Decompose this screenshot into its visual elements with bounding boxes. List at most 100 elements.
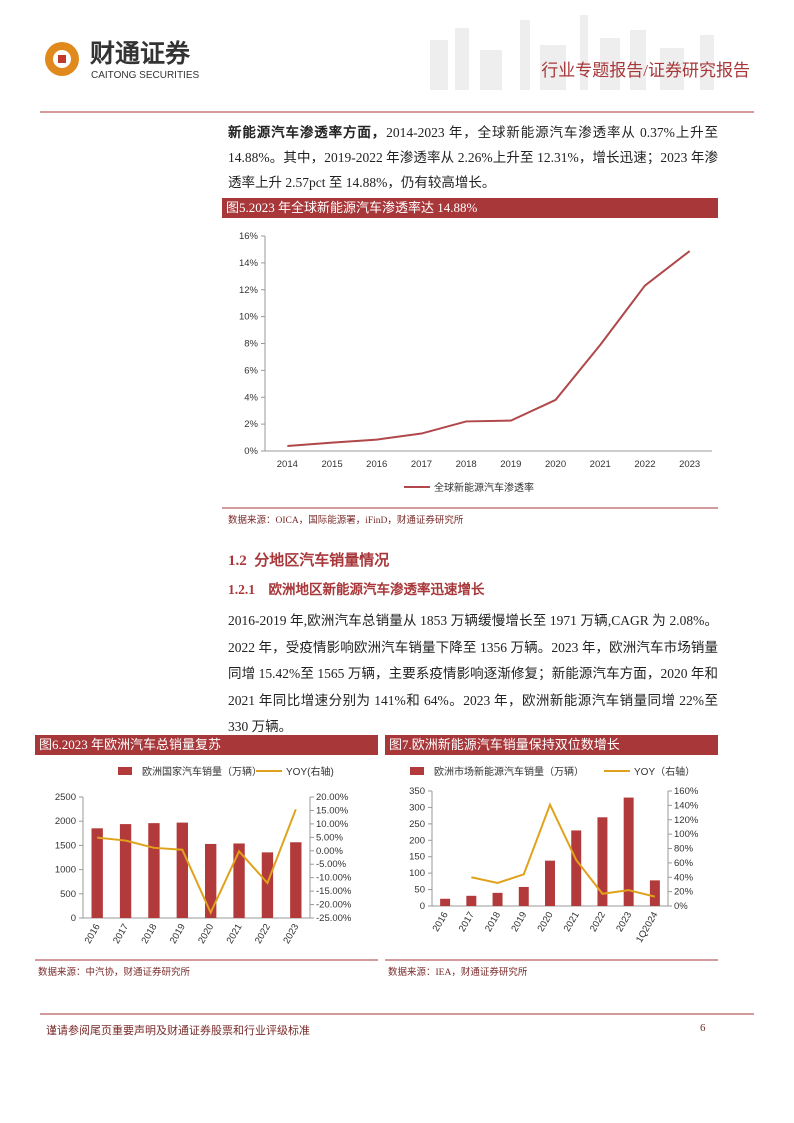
y-tick-label: 0% [244, 446, 258, 457]
y-tick-label: 2500 [55, 792, 76, 803]
legend-swatch [118, 767, 132, 775]
bar [518, 886, 529, 906]
x-tick-label: 2019 [168, 922, 188, 946]
figure-title: 图7.欧洲新能源汽车销量保持双位数增长 [385, 735, 718, 755]
x-tick-label: 2020 [545, 459, 566, 470]
logo-mark [45, 42, 79, 76]
y2-tick-label: 0.00% [316, 846, 343, 857]
section-number: 1.2 [228, 553, 247, 569]
y-tick-label: 100 [409, 868, 425, 879]
y-tick-label: 300 [409, 802, 425, 813]
logo-cn: 财通证券 [90, 39, 191, 68]
bar [233, 843, 245, 918]
y-tick-label: 0 [420, 901, 425, 912]
bar [597, 817, 608, 906]
bar [571, 830, 582, 906]
figure-source: 数据来源：IEA，财通证券研究所 [388, 968, 528, 978]
y2-tick-label: 0% [674, 901, 688, 912]
y2-tick-label: -10.00% [316, 873, 352, 884]
y-tick-label: 2000 [55, 816, 76, 827]
logo-en: CAITONG SECURITIES [91, 70, 199, 81]
y2-tick-label: 5.00% [316, 832, 343, 843]
y-tick-label: 6% [244, 365, 258, 376]
x-tick-label: 2022 [588, 910, 608, 934]
bar [91, 828, 103, 918]
figure-title: 图6.2023 年欧洲汽车总销量复苏 [35, 735, 378, 755]
x-tick-label: 1Q2024 [634, 910, 660, 945]
section-title: 分地区汽车销量情况 [254, 553, 390, 569]
y2-tick-label: 15.00% [316, 805, 349, 816]
bar [290, 842, 302, 918]
x-tick-label: 2016 [431, 910, 451, 934]
charts: 0% 2% 4% 6% 8% 10% 12% 14% 16% 2014 2015 2016 2017 20… [55, 231, 712, 946]
y-tick-label: 150 [409, 852, 425, 863]
bar [261, 852, 274, 918]
bar [623, 797, 634, 906]
x-tick-label: 2014 [277, 459, 298, 470]
legend-label: 全球新能源汽车渗透率 [434, 481, 534, 494]
page-number: 6 [700, 1022, 706, 1034]
y-tick-label: 0 [71, 913, 76, 924]
y-tick-label: 1500 [55, 840, 76, 851]
y2-tick-label: 80% [674, 844, 694, 855]
x-tick-label: 2016 [366, 459, 387, 470]
x-tick-label: 2016 [83, 922, 103, 946]
paragraph: 新能源汽车渗透率方面，2014-2023 年，全球新能源汽车渗透率从 0.37%… [228, 120, 718, 195]
bar [545, 860, 555, 906]
x-tick-label: 2015 [321, 459, 342, 470]
y-tick-label: 1000 [55, 865, 76, 876]
figure-source: 数据来源：OICA，国际能源署，iFinD，财通证券研究所 [228, 516, 464, 526]
x-tick-label: 2019 [509, 910, 529, 934]
y2-tick-label: -25.00% [316, 913, 352, 924]
y-tick-label: 14% [239, 258, 259, 269]
y-tick-label: 200 [409, 835, 425, 846]
y-tick-label: 4% [244, 392, 258, 403]
figure-title: 图5.2023 年全球新能源汽车渗透率达 14.88% [222, 198, 718, 218]
legend-label: YOY(右轴) [286, 765, 334, 778]
x-tick-label: 2023 [281, 922, 301, 946]
x-tick-label: 2021 [225, 922, 245, 946]
subsection-title: 欧洲地区新能源汽车渗透率迅速增长 [268, 582, 485, 597]
y-tick-label: 350 [409, 786, 425, 797]
y2-tick-label: 160% [674, 786, 699, 797]
bar [492, 892, 503, 906]
legend-label: 欧洲国家汽车销量（万辆） [142, 765, 262, 778]
x-tick-label: 2019 [500, 459, 521, 470]
y2-tick-label: 20% [674, 887, 694, 898]
y2-tick-label: -5.00% [316, 859, 347, 870]
x-tick-label: 2018 [139, 922, 159, 946]
legend-label: YOY（右轴） [634, 765, 695, 778]
figure-source: 数据来源：中汽协，财通证券研究所 [38, 968, 191, 978]
footer-note: 谨请参阅尾页重要声明及财通证券股票和行业评级标准 [46, 1025, 310, 1037]
bar [119, 824, 132, 918]
line [471, 802, 656, 898]
bar [649, 880, 660, 906]
y2-tick-label: -20.00% [316, 900, 352, 911]
y2-tick-label: 120% [674, 815, 699, 826]
y-tick-label: 2% [244, 419, 258, 430]
header-skyline [430, 15, 714, 90]
y2-tick-label: 60% [674, 858, 694, 869]
line [97, 808, 297, 916]
x-tick-label: 2017 [111, 922, 131, 946]
y-tick-label: 50 [414, 885, 425, 896]
x-tick-label: 2022 [634, 459, 655, 470]
x-tick-label: 2017 [457, 910, 477, 934]
x-tick-label: 2023 [679, 459, 700, 470]
x-tick-label: 2018 [456, 459, 477, 470]
y2-tick-label: 140% [674, 800, 699, 811]
y-tick-label: 250 [409, 819, 425, 830]
legend-swatch [410, 767, 424, 775]
x-tick-label: 2021 [590, 459, 611, 470]
section-heading: 1.2 分地区汽车销量情况 [228, 549, 389, 570]
bar [176, 822, 188, 918]
y-tick-label: 10% [239, 312, 259, 323]
paragraph-lead: 新能源汽车渗透率方面， [228, 125, 387, 140]
x-tick-label: 2021 [562, 910, 582, 934]
legend-label: 欧洲市场新能源汽车销量（万辆） [434, 765, 584, 778]
y2-tick-label: 100% [674, 829, 699, 840]
x-tick-label: 2020 [536, 910, 556, 934]
subsection-number: 1.2.1 [228, 582, 255, 597]
